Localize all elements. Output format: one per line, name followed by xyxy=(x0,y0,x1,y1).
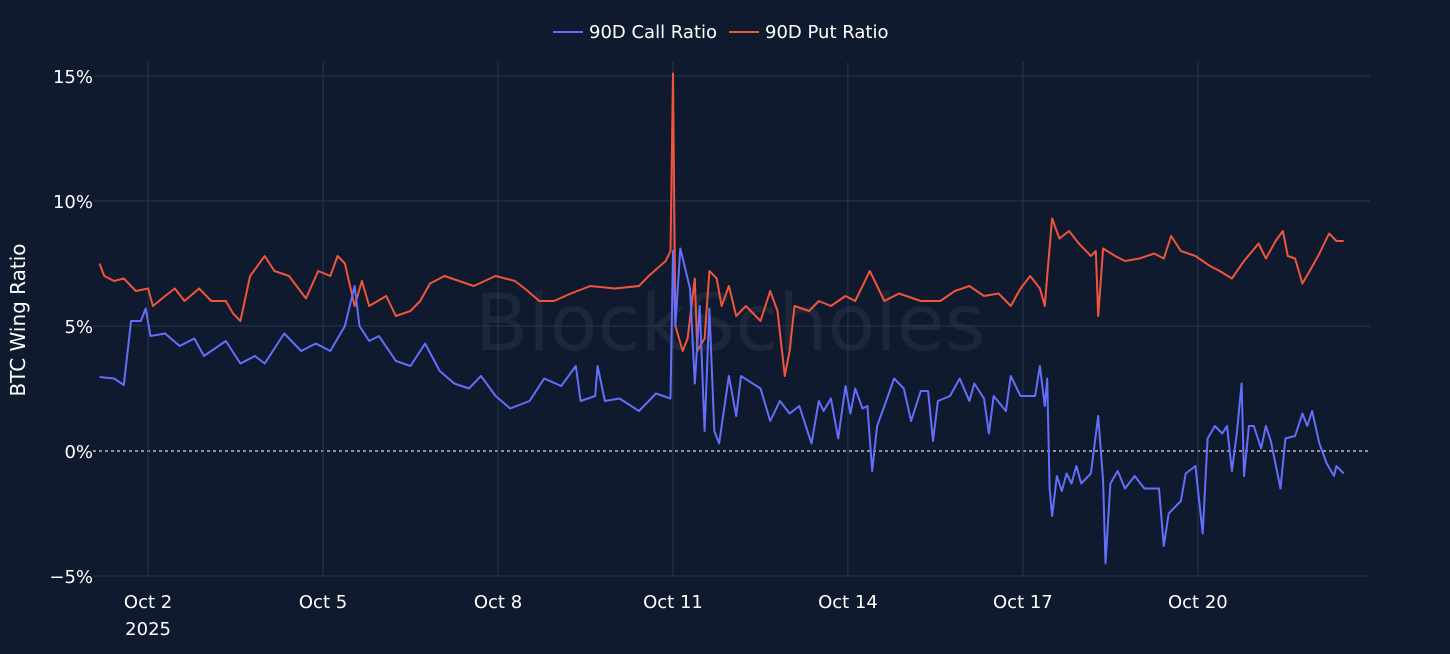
legend-label: 90D Put Ratio xyxy=(765,22,888,43)
x-tick-label: Oct 5 xyxy=(299,592,347,613)
x-tick-label: Oct 20 xyxy=(1168,592,1228,613)
y-tick-label: 10% xyxy=(53,192,93,213)
x-tick-year-label: 2025 xyxy=(125,619,171,640)
legend-item[interactable]: 90D Put Ratio xyxy=(729,22,888,43)
grid xyxy=(93,62,1370,577)
series-line-90d-put-ratio xyxy=(98,72,1344,377)
x-tick-label: Oct 17 xyxy=(993,592,1053,613)
x-tick-label: Oct 11 xyxy=(643,592,703,613)
series-lines xyxy=(98,72,1345,565)
y-axis-title: BTC Wing Ratio xyxy=(6,243,30,396)
y-axis-ticks: 15% 10% 5% 0% −5% xyxy=(49,67,93,588)
y-tick-label: −5% xyxy=(49,567,93,588)
y-tick-label: 15% xyxy=(53,67,93,88)
x-axis-ticks: Oct 2 2025 Oct 5 Oct 8 Oct 11 Oct 14 Oct 17 Oct… xyxy=(124,592,1228,640)
x-tick-label: Oct 14 xyxy=(818,592,878,613)
y-tick-label: 5% xyxy=(64,317,93,338)
legend: 90D Call Ratio 90D Put Ratio xyxy=(553,22,888,43)
series-line-90d-call-ratio xyxy=(99,247,1345,565)
x-tick-label: Oct 2 xyxy=(124,592,172,613)
legend-item[interactable]: 90D Call Ratio xyxy=(553,22,717,43)
y-tick-label: 0% xyxy=(64,442,93,463)
legend-label: 90D Call Ratio xyxy=(589,22,717,43)
x-tick-label: Oct 8 xyxy=(474,592,522,613)
